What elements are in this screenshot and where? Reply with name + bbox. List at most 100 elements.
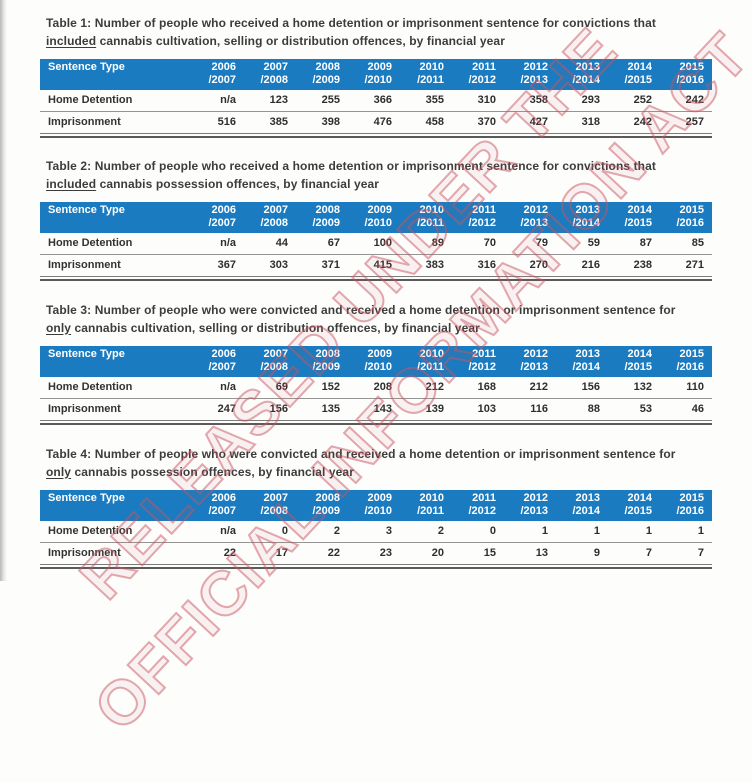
title-text-pre: Table 3: Number of people who were convi… bbox=[46, 303, 676, 317]
cell-value: 46 bbox=[660, 398, 712, 421]
title-text-pre: Table 4: Number of people who were convi… bbox=[46, 447, 676, 461]
column-header-year: 2008/2009 bbox=[296, 202, 348, 233]
column-header-year: 2015/2016 bbox=[660, 59, 712, 90]
row-label: Imprisonment bbox=[40, 111, 192, 134]
title-text-post: cannabis possession offences, by financi… bbox=[96, 176, 380, 191]
year-top-label: 2008 bbox=[315, 204, 340, 216]
year-top-label: 2008 bbox=[315, 492, 340, 504]
table-3-body: Home Detention n/a 69 152 208 212 168 212 156 13… bbox=[40, 377, 712, 421]
year-bottom-label: /2008 bbox=[260, 361, 288, 373]
title-text-pre: Table 1: Number of people who received a… bbox=[46, 16, 656, 30]
cell-value: 59 bbox=[587, 237, 600, 249]
table-header-row: Sentence Type 2006/2007 2007/2008 2008/200… bbox=[40, 202, 712, 233]
year-bottom-label: /2009 bbox=[312, 217, 340, 229]
scanned-document-page: { "watermark": { "line1": "RELEASED UNDE… bbox=[0, 0, 752, 745]
year-top-label: 2010 bbox=[419, 61, 444, 73]
column-header-year: 2013/2014 bbox=[556, 490, 608, 521]
year-top-label: 2015 bbox=[679, 204, 704, 216]
table-header-row: Sentence Type 2006/2007 2007/2008 2008/200… bbox=[40, 59, 712, 90]
table-2-body: Home Detention n/a 44 67 100 89 70 79 59 87 85 Im… bbox=[40, 233, 712, 277]
cell-value: 0 bbox=[281, 525, 288, 537]
cell-value: 383 bbox=[400, 254, 452, 277]
row-label: Home Detention bbox=[48, 525, 133, 537]
table-4-body: Home Detention n/a 0 2 3 2 0 1 1 1 1 Imprisonment… bbox=[40, 521, 712, 565]
cell-value: 69 bbox=[275, 381, 288, 393]
year-bottom-label: /2011 bbox=[417, 505, 444, 517]
table-2-section: Table 2: Number of people who received a… bbox=[40, 158, 712, 281]
cell-value: 85 bbox=[691, 237, 704, 249]
column-header-year: 2015/2016 bbox=[660, 346, 712, 377]
cell-value: 13 bbox=[504, 542, 556, 565]
table-row: Imprisonment 22 17 22 23 20 15 13 9 7 7 bbox=[40, 542, 712, 565]
table-row: Home Detention n/a 0 2 3 2 0 1 1 1 1 bbox=[40, 521, 712, 543]
year-top-label: 2014 bbox=[627, 492, 652, 504]
year-top-label: 2007 bbox=[263, 492, 288, 504]
year-top-label: 2014 bbox=[627, 61, 652, 73]
cell-value: 358 bbox=[529, 94, 548, 106]
year-bottom-label: /2008 bbox=[260, 74, 288, 86]
column-header-year: 2011/2012 bbox=[452, 490, 504, 521]
title-underlined-word: only bbox=[46, 320, 72, 335]
year-bottom-label: /2016 bbox=[676, 361, 704, 373]
year-top-label: 2008 bbox=[315, 348, 340, 360]
title-text-post: cannabis cultivation, selling or distrib… bbox=[71, 320, 480, 335]
year-top-label: 2012 bbox=[523, 492, 548, 504]
table-3-title: Table 3: Number of people who were convi… bbox=[46, 302, 696, 337]
year-bottom-label: /2016 bbox=[676, 217, 704, 229]
cell-value: 116 bbox=[504, 398, 556, 421]
cell-value: 303 bbox=[244, 254, 296, 277]
table-2-title: Table 2: Number of people who received a… bbox=[46, 158, 696, 193]
cell-value: 458 bbox=[400, 111, 452, 134]
year-bottom-label: /2015 bbox=[624, 361, 652, 373]
row-label: Home Detention bbox=[48, 237, 133, 249]
column-header-year: 2012/2013 bbox=[504, 346, 556, 377]
year-bottom-label: /2007 bbox=[208, 217, 236, 229]
cell-value: n/a bbox=[220, 525, 236, 537]
cell-value: 67 bbox=[327, 237, 340, 249]
column-header-year: 2006/2007 bbox=[192, 490, 244, 521]
year-bottom-label: /2015 bbox=[624, 505, 652, 517]
column-header-year: 2014/2015 bbox=[608, 346, 660, 377]
row-label: Imprisonment bbox=[40, 542, 192, 565]
year-bottom-label: /2009 bbox=[312, 361, 340, 373]
year-bottom-label: /2007 bbox=[208, 361, 236, 373]
column-header-year: 2009/2010 bbox=[348, 346, 400, 377]
cell-value: 22 bbox=[192, 542, 244, 565]
table-1-wrapper: Sentence Type 2006/2007 2007/2008 2008/200… bbox=[40, 59, 712, 138]
column-header-year: 2010/2011 bbox=[400, 346, 452, 377]
year-bottom-label: /2011 bbox=[417, 74, 444, 86]
cell-value: 139 bbox=[400, 398, 452, 421]
year-bottom-label: /2007 bbox=[208, 505, 236, 517]
year-bottom-label: /2010 bbox=[364, 74, 392, 86]
year-bottom-label: /2011 bbox=[417, 217, 444, 229]
year-bottom-label: /2011 bbox=[417, 361, 444, 373]
year-top-label: 2009 bbox=[367, 348, 392, 360]
table-row: Imprisonment 516 385 398 476 458 370 427 318 242… bbox=[40, 111, 712, 134]
table-4-section: Table 4: Number of people who were convi… bbox=[40, 446, 712, 569]
year-top-label: 2010 bbox=[419, 204, 444, 216]
cell-value: 1 bbox=[645, 525, 652, 537]
cell-value: 2 bbox=[437, 525, 444, 537]
title-text-pre: Table 2: Number of people who received a… bbox=[46, 159, 656, 173]
year-top-label: 2014 bbox=[627, 204, 652, 216]
year-top-label: 2010 bbox=[419, 348, 444, 360]
cell-value: 110 bbox=[686, 381, 704, 393]
cell-value: 252 bbox=[633, 94, 652, 106]
cell-value: 398 bbox=[296, 111, 348, 134]
cell-value: 318 bbox=[556, 111, 608, 134]
column-header-year: 2007/2008 bbox=[244, 490, 296, 521]
cell-value: 9 bbox=[556, 542, 608, 565]
cell-value: 7 bbox=[608, 542, 660, 565]
year-top-label: 2015 bbox=[679, 492, 704, 504]
year-bottom-label: /2014 bbox=[572, 217, 600, 229]
table-row: Home Detention n/a 69 152 208 212 168 212 156 13… bbox=[40, 377, 712, 399]
cell-value: 257 bbox=[660, 111, 712, 134]
year-bottom-label: /2009 bbox=[312, 505, 340, 517]
year-top-label: 2007 bbox=[263, 61, 288, 73]
year-bottom-label: /2014 bbox=[572, 74, 600, 86]
year-bottom-label: /2012 bbox=[468, 217, 496, 229]
cell-value: 20 bbox=[400, 542, 452, 565]
cell-value: 53 bbox=[608, 398, 660, 421]
year-top-label: 2012 bbox=[523, 204, 548, 216]
column-header-year: 2012/2013 bbox=[504, 490, 556, 521]
